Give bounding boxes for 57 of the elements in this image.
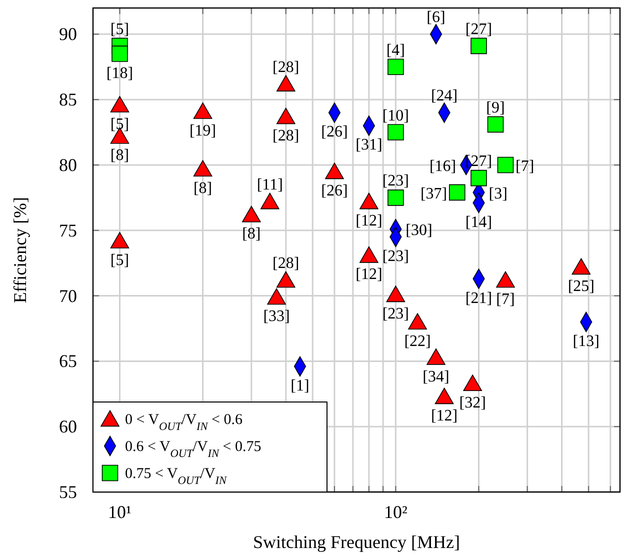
annotation: [12]: [356, 212, 382, 230]
annotation: [19]: [189, 122, 216, 140]
y-tick-label: 65: [59, 351, 77, 372]
x-axis-title: Switching Frequency [MHz]: [253, 532, 460, 552]
annotation: [10]: [382, 107, 410, 124]
x-tick-label: 10¹: [108, 502, 132, 522]
y-tick-label: 60: [59, 416, 77, 437]
annotation: [4]: [386, 42, 406, 59]
x-tick-label: 10²: [384, 502, 408, 522]
y-tick-label: 80: [59, 154, 77, 175]
annotation: [33]: [263, 308, 290, 326]
annotation: [7]: [496, 291, 515, 308]
annotation: [9]: [486, 99, 505, 116]
annotation: [12]: [356, 266, 382, 284]
annotation: [1]: [290, 377, 310, 394]
annotation: [34]: [422, 368, 450, 386]
annotation: [3]: [488, 185, 508, 202]
annotation: [5]: [110, 116, 130, 133]
annotation: [28]: [272, 58, 300, 76]
y-tick-label: 85: [59, 90, 77, 110]
legend-label: 0 < V$_{OUT}$/V$_{IN}$ < 0.6: [125, 412, 244, 433]
annotation: [8]: [193, 180, 212, 197]
y-tick-label: 90: [59, 24, 77, 44]
legend-label: 0.75 < V$_{OUT}$/V$_{IN}$: [125, 466, 228, 487]
annotation: [30]: [406, 222, 432, 240]
annotation: [23]: [382, 172, 410, 190]
annotation: [18]: [106, 64, 134, 82]
annotation: [12]: [430, 408, 458, 425]
annotation: [27]: [465, 20, 492, 38]
annotation: [22]: [404, 332, 431, 350]
y-tick-label: 70: [59, 286, 77, 306]
annotation: [26]: [321, 182, 348, 200]
annotation: [28]: [272, 255, 300, 272]
annotation: [11]: [256, 176, 283, 194]
annotation: [31]: [356, 136, 382, 154]
annotation: [25]: [568, 278, 594, 296]
annotation: [7]: [515, 158, 534, 175]
y-tick-label: 75: [59, 220, 77, 240]
annotation: [32]: [459, 394, 486, 412]
annotation: [37]: [420, 185, 448, 202]
annotation: [16]: [429, 158, 456, 175]
annotation: [21]: [465, 290, 492, 307]
legend-label: 0.6 < V$_{OUT}$/V$_{IN}$ < 0.75: [125, 439, 262, 460]
annotation: [6]: [426, 9, 446, 26]
annotation: [24]: [430, 88, 458, 105]
annotation: [5]: [110, 252, 130, 269]
annotation: [8]: [242, 226, 261, 243]
annotation: [26]: [321, 124, 348, 141]
annotation: [28]: [272, 128, 300, 145]
y-axis-title: Efficiency [%]: [10, 196, 30, 304]
y-tick-label: 55: [59, 482, 77, 502]
annotation: [23]: [382, 305, 410, 322]
annotation: [5]: [110, 20, 130, 38]
annotation: [23]: [382, 248, 410, 265]
annotation: [14]: [465, 214, 492, 231]
annotation: [13]: [572, 332, 600, 350]
annotation: [8]: [110, 147, 130, 164]
